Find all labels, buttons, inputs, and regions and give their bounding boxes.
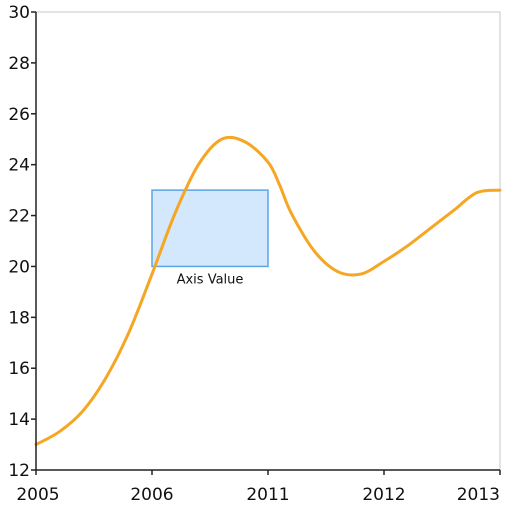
y-tick-label: 24 bbox=[8, 156, 30, 176]
y-tick-label: 20 bbox=[8, 257, 30, 277]
x-tick-label: 2012 bbox=[362, 485, 405, 505]
y-tick-label: 26 bbox=[8, 105, 30, 125]
y-tick-label: 30 bbox=[8, 3, 30, 23]
series-line-0 bbox=[34, 135, 502, 447]
y-tick-label: 28 bbox=[8, 54, 30, 74]
y-tick-label: 22 bbox=[8, 207, 30, 227]
y-tick-label: 16 bbox=[8, 359, 30, 379]
y-tick-label: 18 bbox=[8, 308, 30, 328]
x-tick-label: 2011 bbox=[246, 485, 289, 505]
x-tick-label: 2005 bbox=[16, 485, 59, 505]
y-tick-label: 14 bbox=[8, 410, 30, 430]
annotation-box bbox=[151, 189, 269, 268]
y-tick-label: 12 bbox=[8, 461, 30, 481]
x-tick-label: 2006 bbox=[130, 485, 173, 505]
annotation-label: Axis Value bbox=[177, 272, 244, 287]
x-tick-label: 2013 bbox=[457, 485, 500, 505]
